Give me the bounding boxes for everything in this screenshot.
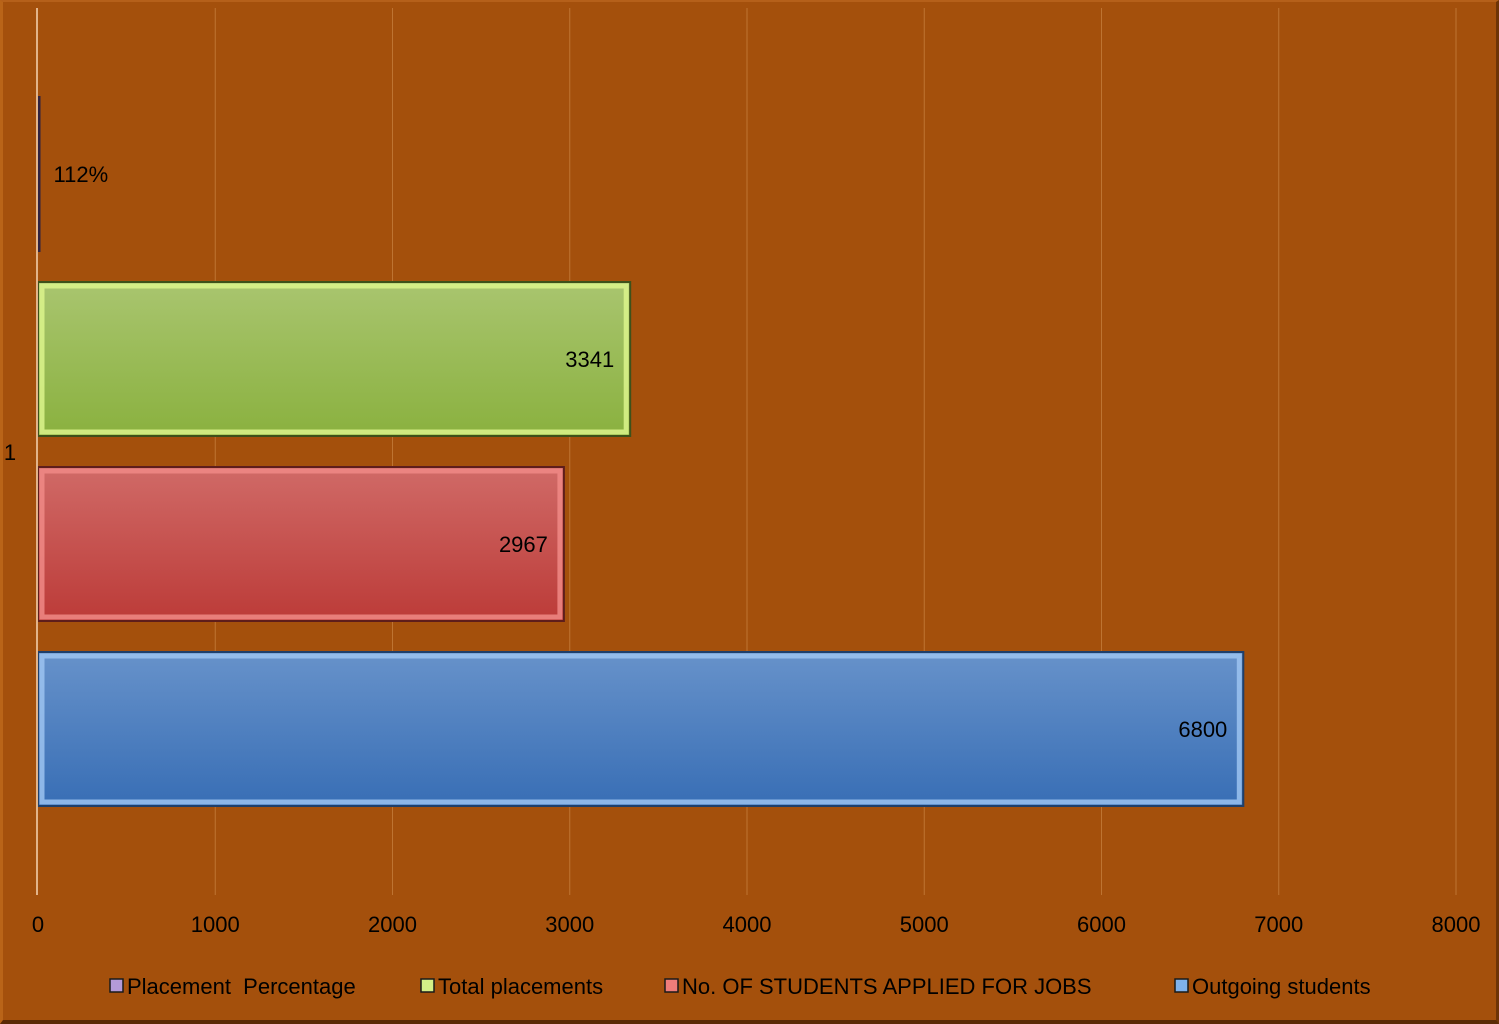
- bar-highlight: [39, 468, 563, 620]
- gridlines: [214, 8, 1457, 895]
- x-tick-label: 6000: [1077, 912, 1126, 937]
- legend-item: No. OF STUDENTS APPLIED FOR JOBS: [664, 974, 1092, 999]
- legend-label: Outgoing students: [1192, 974, 1371, 999]
- legend-label: No. OF STUDENTS APPLIED FOR JOBS: [682, 974, 1092, 999]
- legend-item: Total placements: [420, 974, 603, 999]
- legend-label: Total placements: [438, 974, 603, 999]
- bar-highlight: [39, 283, 629, 435]
- bar-placement-percentage: [37, 96, 41, 252]
- legend-swatch: [420, 978, 435, 993]
- data-label-students-applied: 2967: [499, 532, 548, 557]
- x-tick-label: 4000: [723, 912, 772, 937]
- x-tick-label: 3000: [545, 912, 594, 937]
- axis: 0 1000 2000 3000 4000 5000 6000 7000 8000: [32, 8, 1481, 937]
- labels: 1 6800 2967 3341 112%: [4, 162, 1227, 742]
- data-label-placement-percentage: 112%: [54, 162, 109, 187]
- bar-students-applied: [37, 466, 565, 622]
- legend-swatch: [1174, 978, 1189, 993]
- x-tick-label: 5000: [900, 912, 949, 937]
- legend-item: Outgoing students: [1174, 974, 1371, 999]
- bars: [37, 96, 1245, 807]
- legend-swatch: [109, 978, 124, 993]
- legend-label: Placement Percentage: [127, 974, 356, 999]
- legend-swatch: [664, 978, 679, 993]
- x-tick-label: 7000: [1254, 912, 1303, 937]
- bar-highlight: [39, 653, 1242, 805]
- x-tick-label: 1000: [191, 912, 240, 937]
- data-label-outgoing-students: 6800: [1178, 717, 1227, 742]
- legend-item: Placement Percentage: [109, 974, 356, 999]
- category-label: 1: [4, 440, 16, 465]
- bar-total-placements: [37, 281, 632, 437]
- bar-outgoing-students: [37, 651, 1245, 807]
- x-tick-label: 0: [32, 912, 44, 937]
- legend: Placement Percentage Total placements No. …: [109, 974, 1371, 999]
- x-tick-label: 8000: [1432, 912, 1481, 937]
- data-label-total-placements: 3341: [565, 347, 614, 372]
- x-tick-label: 2000: [368, 912, 417, 937]
